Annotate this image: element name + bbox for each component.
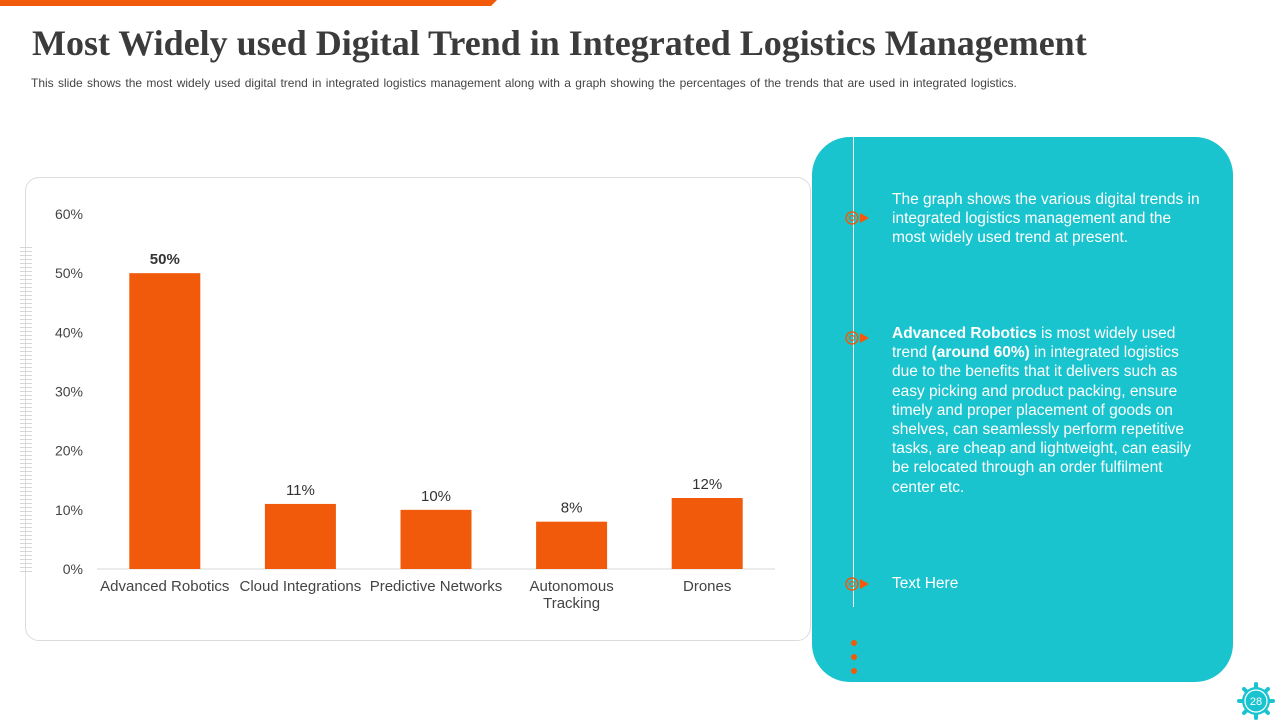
top-accent-bar [0,0,497,6]
panel-point-2: Advanced Robotics is most widely used tr… [892,324,1204,497]
y-tick-label: 0% [63,561,83,577]
data-label: 8% [561,500,583,517]
bar [671,498,743,569]
data-label: 10% [421,488,451,505]
slide-subtitle: This slide shows the most widely used di… [31,76,1017,90]
point-2-bold-1: Advanced Robotics [892,325,1037,342]
y-tick-label: 10% [55,502,83,518]
timeline-line [853,137,854,607]
y-tick-label: 20% [55,443,83,459]
data-label: 50% [150,251,180,268]
target-arrow-icon [845,331,869,345]
decorative-hatch [20,247,32,572]
point-2-bold-2: (around 60%) [931,344,1030,362]
point-2-text-2: in integrated logistics due to the benef… [892,344,1191,496]
info-panel [812,137,1233,682]
category-label: Cloud Integrations [240,578,362,595]
category-label: Autonomous Tracking [529,578,613,612]
slide-title: Most Widely used Digital Trend in Integr… [32,23,1087,63]
data-label: 11% [286,482,315,499]
bar [264,503,336,569]
bar [400,509,472,569]
y-tick-label: 50% [55,265,83,281]
dots-decoration [851,640,857,682]
y-tick-label: 60% [55,206,83,222]
target-arrow-icon [845,577,869,591]
data-label: 12% [692,476,722,493]
panel-point-3: Text Here [892,575,959,592]
y-tick-label: 30% [55,384,83,400]
bar [129,273,201,569]
gear-icon: 28 [1237,682,1275,720]
panel-point-1: The graph shows the various digital tren… [892,191,1200,247]
category-label: Drones [683,578,731,595]
bar [536,521,608,569]
category-label: Predictive Networks [370,578,503,595]
category-label: Advanced Robotics [100,578,229,595]
bar-chart: 0% 10% 20% 30% 40% 50% 60% 50% Advanced Robotics… [55,206,775,612]
point-2-text-1: is most widely used trend [892,325,1176,362]
y-tick-label: 40% [55,324,83,340]
target-arrow-icon [845,211,869,225]
page-number: 28 [1250,696,1262,708]
